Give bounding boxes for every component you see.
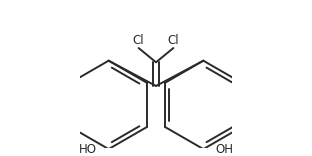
Text: Cl: Cl: [133, 34, 144, 47]
Text: OH: OH: [215, 143, 233, 156]
Text: Cl: Cl: [168, 34, 179, 47]
Text: HO: HO: [79, 143, 97, 156]
